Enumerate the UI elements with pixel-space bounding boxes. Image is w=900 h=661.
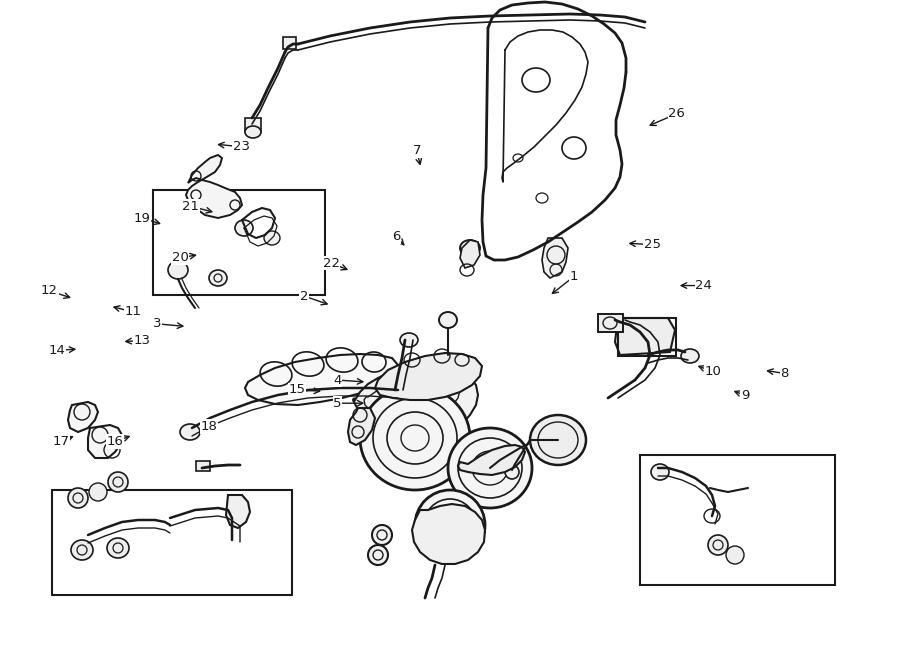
Text: 21: 21 bbox=[183, 200, 199, 213]
Text: 2: 2 bbox=[300, 290, 309, 303]
Text: 9: 9 bbox=[741, 389, 750, 402]
Polygon shape bbox=[458, 445, 525, 475]
Ellipse shape bbox=[460, 240, 480, 256]
Polygon shape bbox=[615, 318, 675, 355]
Ellipse shape bbox=[651, 464, 669, 480]
Polygon shape bbox=[412, 504, 485, 564]
Polygon shape bbox=[245, 354, 398, 405]
Ellipse shape bbox=[439, 312, 457, 328]
Ellipse shape bbox=[108, 472, 128, 492]
Text: 3: 3 bbox=[153, 317, 162, 330]
Text: 16: 16 bbox=[107, 435, 123, 448]
Ellipse shape bbox=[235, 220, 253, 236]
Polygon shape bbox=[226, 495, 250, 528]
Text: 12: 12 bbox=[41, 284, 58, 297]
Bar bbox=[153, 190, 325, 295]
Polygon shape bbox=[348, 408, 375, 445]
Ellipse shape bbox=[505, 465, 519, 479]
Text: 4: 4 bbox=[333, 373, 342, 387]
Ellipse shape bbox=[530, 415, 586, 465]
Text: 7: 7 bbox=[412, 144, 421, 157]
Ellipse shape bbox=[400, 333, 418, 347]
Text: 14: 14 bbox=[49, 344, 65, 357]
Ellipse shape bbox=[681, 349, 699, 363]
Bar bbox=[640, 455, 835, 585]
Text: 19: 19 bbox=[134, 212, 150, 225]
Polygon shape bbox=[88, 425, 122, 458]
Text: 26: 26 bbox=[669, 107, 685, 120]
Bar bbox=[52, 490, 292, 595]
Ellipse shape bbox=[415, 490, 485, 560]
Ellipse shape bbox=[360, 386, 470, 490]
Ellipse shape bbox=[264, 231, 280, 245]
Bar bbox=[283, 37, 296, 49]
Polygon shape bbox=[353, 365, 478, 444]
Text: 17: 17 bbox=[53, 435, 69, 448]
Ellipse shape bbox=[448, 428, 532, 508]
Ellipse shape bbox=[68, 488, 88, 508]
Polygon shape bbox=[375, 353, 482, 400]
Text: 18: 18 bbox=[201, 420, 217, 433]
Text: 13: 13 bbox=[134, 334, 150, 347]
Text: 6: 6 bbox=[392, 230, 400, 243]
Ellipse shape bbox=[372, 525, 392, 545]
Text: 10: 10 bbox=[705, 365, 721, 378]
Text: 24: 24 bbox=[696, 279, 712, 292]
Ellipse shape bbox=[726, 546, 744, 564]
Text: 22: 22 bbox=[323, 256, 339, 270]
Ellipse shape bbox=[180, 424, 200, 440]
Text: 25: 25 bbox=[644, 238, 661, 251]
Text: 15: 15 bbox=[289, 383, 305, 397]
Bar bbox=[196, 461, 210, 471]
Bar bbox=[618, 318, 676, 356]
Ellipse shape bbox=[89, 483, 107, 501]
Polygon shape bbox=[542, 238, 568, 278]
Polygon shape bbox=[68, 402, 98, 432]
Bar bbox=[245, 118, 261, 132]
Ellipse shape bbox=[107, 538, 129, 558]
Ellipse shape bbox=[71, 540, 93, 560]
Ellipse shape bbox=[708, 535, 728, 555]
Ellipse shape bbox=[168, 261, 188, 279]
Text: 5: 5 bbox=[333, 397, 342, 410]
Ellipse shape bbox=[245, 126, 261, 138]
Bar bbox=[598, 314, 623, 332]
Text: 20: 20 bbox=[172, 251, 188, 264]
Ellipse shape bbox=[368, 545, 388, 565]
Ellipse shape bbox=[209, 270, 227, 286]
Polygon shape bbox=[186, 155, 242, 218]
Polygon shape bbox=[460, 240, 480, 268]
Text: 11: 11 bbox=[125, 305, 141, 319]
Text: 23: 23 bbox=[233, 140, 249, 153]
Text: 8: 8 bbox=[780, 367, 789, 380]
Text: 1: 1 bbox=[570, 270, 579, 283]
